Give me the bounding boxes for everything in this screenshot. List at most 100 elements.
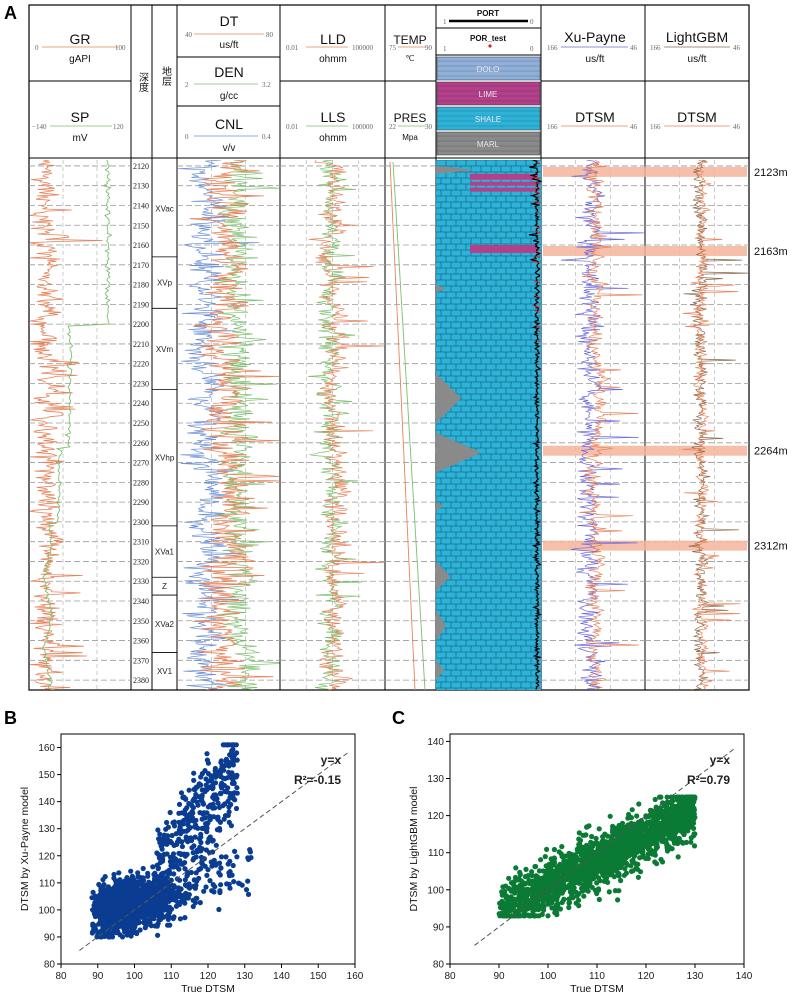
scatter-point — [630, 807, 635, 812]
scatter-point — [227, 820, 232, 825]
y-tick-label: 130 — [427, 774, 444, 785]
scatter-point — [226, 861, 231, 866]
den-min: 2 — [185, 81, 189, 89]
pres-unit: Mpa — [402, 133, 418, 142]
x-tick-label: 140 — [273, 971, 290, 982]
log-curve — [213, 160, 279, 690]
x-tick-label: 140 — [736, 971, 753, 982]
scatter-point — [227, 886, 232, 891]
highlight-band — [543, 246, 747, 256]
scatter-point — [692, 843, 697, 848]
scatter-point — [235, 758, 240, 763]
scatter-point — [193, 823, 198, 828]
scatter-point — [631, 852, 636, 857]
scatter-point — [130, 886, 135, 891]
scatter-point — [204, 873, 209, 878]
scatter-point — [184, 805, 189, 810]
marl-band — [470, 182, 538, 186]
cnl-header: CNL 0 0.4 v/v — [185, 116, 271, 154]
scatter-point — [534, 913, 539, 918]
scatter-point — [679, 795, 684, 800]
scatter-point — [617, 823, 622, 828]
lightgbm-title: LightGBM — [666, 29, 728, 45]
scatter-point — [561, 897, 566, 902]
depth-tick-label: 2310 — [133, 538, 149, 547]
lithology-legend-label: LIME — [479, 90, 498, 99]
scatter-point — [200, 771, 205, 776]
scatter-point — [600, 872, 605, 877]
xu-payne-title: Xu-Payne — [564, 29, 626, 45]
scatter-point — [667, 844, 672, 849]
scatter-point — [207, 814, 212, 819]
scatter-point — [176, 837, 181, 842]
scatter-point — [158, 860, 163, 865]
lightgbm-min: 166 — [650, 44, 661, 52]
lld-title: LLD — [320, 31, 346, 47]
lls-title: LLS — [321, 109, 346, 125]
lithology-legend-label: SHALE — [475, 115, 501, 124]
dtsm-xp-min: 166 — [547, 123, 558, 131]
scatter-point — [651, 850, 656, 855]
scatter-point — [94, 902, 99, 907]
scatter-point — [509, 894, 514, 899]
scatter-point — [130, 874, 135, 879]
scatter-point — [217, 888, 222, 893]
scatter-point — [182, 915, 187, 920]
scatter-point — [577, 830, 582, 835]
scatter-point — [164, 820, 169, 825]
scatter-point — [213, 766, 218, 771]
lithology-legend-label: DOLO — [477, 65, 500, 74]
port-min: 1 — [443, 18, 447, 26]
highlight-depth-label: 2163m — [754, 246, 788, 258]
highlight-band — [543, 446, 747, 456]
scatter-point — [512, 908, 517, 913]
y-tick-label: 100 — [38, 905, 55, 916]
depth-tick-label: 2340 — [133, 597, 149, 606]
scatter-point — [194, 854, 199, 859]
scatter-point — [143, 922, 148, 927]
scatter-point — [132, 916, 137, 921]
xu-payne-max: 46 — [630, 44, 638, 52]
scatter-point — [665, 795, 670, 800]
scatter-point — [218, 791, 223, 796]
formation-label: XVp — [157, 279, 173, 288]
scatter-point — [178, 916, 183, 921]
lightgbm-unit: us/ft — [688, 54, 707, 65]
scatter-point — [597, 826, 602, 831]
depth-tick-label: 2260 — [133, 439, 149, 448]
scatter-point — [214, 843, 219, 848]
panel-label-b: B — [4, 708, 17, 728]
y-tick-label: 110 — [39, 878, 55, 889]
sp-min: −140 — [32, 123, 47, 131]
dtsm-lgbm-max: 46 — [733, 123, 741, 131]
dtsm-xp-max: 46 — [630, 123, 638, 131]
scatter-point — [112, 927, 117, 932]
scatter-point — [227, 795, 232, 800]
scatter-point — [171, 851, 176, 856]
scatter-point — [195, 849, 200, 854]
x-tick-label: 100 — [540, 971, 557, 982]
scatter-point — [581, 894, 586, 899]
scatter-point — [217, 828, 222, 833]
scatter-point — [189, 845, 194, 850]
scatter-point — [213, 863, 218, 868]
scatter-point — [691, 796, 696, 801]
x-tick-label: 80 — [55, 971, 67, 982]
port-max: 0 — [530, 18, 534, 26]
scatter-point — [225, 742, 230, 747]
scatter-point — [549, 856, 554, 861]
scatter-point — [206, 771, 211, 776]
panel-label-c: C — [392, 708, 405, 728]
scatter-point — [663, 838, 668, 843]
scatter-point — [141, 866, 146, 871]
depth-tick-label: 2190 — [133, 300, 149, 309]
scatter-point — [505, 903, 510, 908]
scatter-point — [135, 870, 140, 875]
scatter-point — [205, 820, 210, 825]
scatter-point — [544, 847, 549, 852]
scatter-point — [219, 758, 224, 763]
scatter-point — [204, 829, 209, 834]
